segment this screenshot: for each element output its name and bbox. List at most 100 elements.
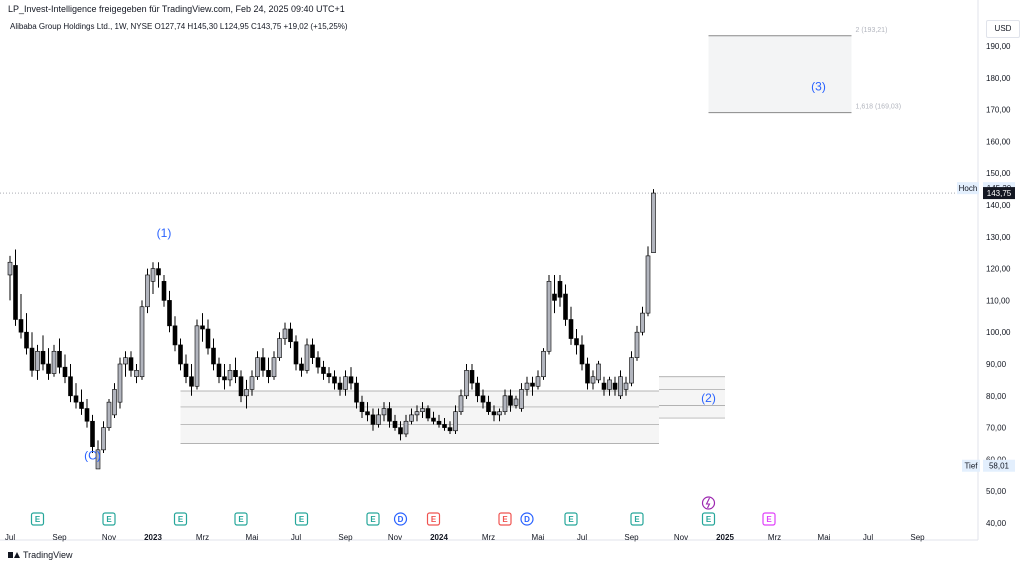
tradingview-logo-icon <box>8 551 20 559</box>
candle-body <box>150 268 156 282</box>
candle-body <box>629 357 634 384</box>
candle-body <box>227 370 233 381</box>
candle-body <box>35 350 40 371</box>
candle-body <box>436 420 442 425</box>
support-zone <box>180 391 659 444</box>
candle-body <box>579 344 585 365</box>
candle-body <box>238 376 244 397</box>
earnings-marker <box>173 512 188 526</box>
candle-body <box>486 401 491 413</box>
tief-label: Tief <box>964 462 978 471</box>
event-letter: E <box>106 515 112 524</box>
price-tick: 80,00 <box>986 392 1007 401</box>
time-tick: Sep <box>52 533 67 542</box>
candle-body <box>161 281 167 301</box>
candle-body <box>222 376 227 381</box>
candle-body <box>112 389 117 416</box>
candle-body <box>596 363 601 381</box>
candle-body <box>453 411 458 432</box>
currency-button[interactable]: USD <box>986 20 1020 38</box>
event-letter: E <box>431 515 437 524</box>
candle-body <box>95 449 101 470</box>
candle-body <box>552 293 557 301</box>
candle-body <box>392 420 398 428</box>
candle-body <box>645 255 651 314</box>
candle-body <box>607 379 612 390</box>
earnings-marker <box>294 512 309 526</box>
wave-label: (3) <box>811 80 826 94</box>
candle-body <box>640 312 645 333</box>
candle-body <box>249 376 255 390</box>
candle-body <box>623 382 629 390</box>
candle-body <box>24 331 29 349</box>
earnings-marker <box>630 512 644 526</box>
time-tick: Jul <box>863 533 873 542</box>
candle-body <box>101 427 106 451</box>
candle-body <box>117 363 123 403</box>
event-letter: E <box>35 515 41 524</box>
tief-value-tag <box>983 459 1015 472</box>
time-tick: Mrz <box>768 533 781 542</box>
hoch-tag <box>957 182 979 195</box>
wave-label: (C) <box>84 448 101 462</box>
candle-body <box>288 328 293 343</box>
earnings-marker <box>701 512 716 526</box>
candle-body <box>508 395 513 406</box>
candle-body <box>618 376 623 397</box>
event-letter: E <box>370 515 376 524</box>
candle-body <box>651 192 656 253</box>
candle-body <box>431 417 436 422</box>
candle-body <box>590 376 596 384</box>
time-tick: Jul <box>577 533 587 542</box>
last-price-value: 143,75 <box>987 189 1012 198</box>
candle-body <box>178 344 183 365</box>
candle-body <box>90 420 95 447</box>
candle-body <box>106 401 112 428</box>
candle-body <box>337 382 343 390</box>
price-tick: 120,00 <box>986 265 1011 274</box>
candle-body <box>387 408 392 422</box>
tief-value: 58,01 <box>989 462 1010 471</box>
price-tick: 180,00 <box>986 74 1011 83</box>
target-zone <box>708 35 852 113</box>
earnings-marker <box>426 512 441 526</box>
candle-body <box>211 347 216 365</box>
earnings-marker <box>102 512 116 526</box>
candle-body <box>304 344 310 371</box>
candle-body <box>282 328 288 339</box>
time-tick: Nov <box>388 533 402 542</box>
candle-body <box>519 389 524 409</box>
event-letter: E <box>634 515 640 524</box>
candle-body <box>266 370 271 378</box>
time-tick: Jul <box>291 533 301 542</box>
earnings-marker <box>30 512 45 526</box>
candle-body <box>557 281 563 298</box>
candle-body <box>139 306 145 378</box>
candle-body <box>354 382 359 403</box>
candle-body <box>167 300 172 327</box>
candle-body <box>420 408 425 412</box>
symbol-legend: Alibaba Group Holdings Ltd., 1W, NYSE O1… <box>10 22 348 31</box>
candle-body <box>183 363 189 378</box>
candle-body <box>403 420 409 435</box>
candle-body <box>172 325 178 346</box>
event-letter: E <box>238 515 244 524</box>
price-tick: 190,00 <box>986 42 1011 51</box>
chart-attribution: LP_Invest-Intelligence freigegeben für T… <box>8 4 345 14</box>
candle-body <box>156 268 161 276</box>
event-letter: E <box>706 515 712 524</box>
candle-body <box>585 363 590 384</box>
event-letter: E <box>299 515 305 524</box>
candle-body <box>535 376 541 387</box>
candle-body <box>376 414 381 425</box>
candle-body <box>348 376 354 384</box>
candle-body <box>480 395 486 403</box>
event-letter: D <box>524 515 530 524</box>
time-tick: Sep <box>338 533 353 542</box>
fib-label: 2 (193,21) <box>856 27 888 34</box>
candle-body <box>612 382 618 390</box>
price-tick: 40,00 <box>986 519 1007 528</box>
tradingview-brand: TradingView <box>23 550 73 560</box>
earnings-marker <box>762 512 776 526</box>
